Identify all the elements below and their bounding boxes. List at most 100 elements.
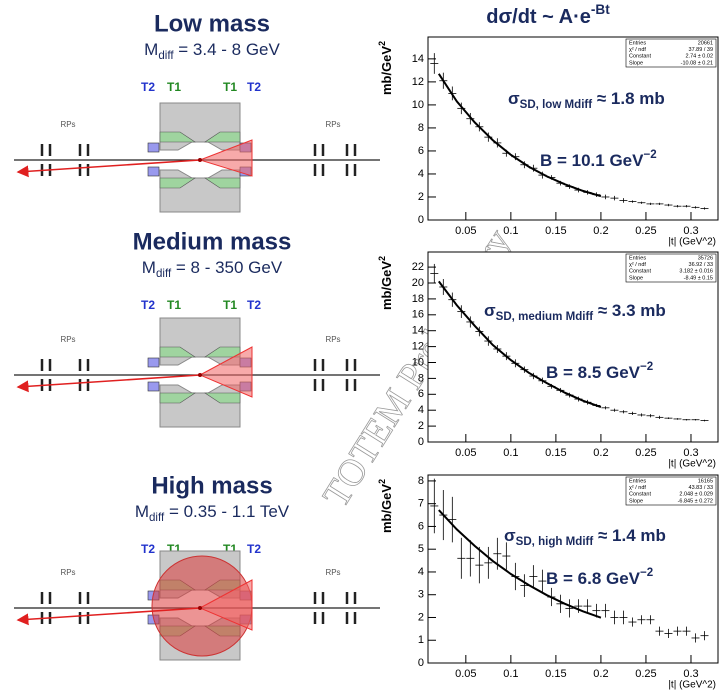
y-tick-label: 8 (418, 372, 424, 384)
stats-value: 35726 (698, 255, 713, 261)
stats-value: 3.182 ± 0.016 (679, 269, 713, 275)
text-main: mb/GeV (379, 261, 394, 310)
text-main: dσ/dt ~ A·e (486, 6, 591, 28)
x-tick-label: 0.1 (503, 447, 518, 459)
tracker (147, 381, 160, 392)
y-axis-label: mb/GeV2 (377, 256, 394, 310)
y-tick-label: 4 (418, 404, 424, 416)
y-tick-label: 0 (418, 214, 424, 226)
y-tick-label: 7 (418, 498, 424, 510)
rp-label: RPs (325, 335, 340, 344)
y-tick-label: 20 (412, 277, 424, 289)
detector-label: T1 (223, 80, 237, 94)
text-main: B = 8.5 GeV (546, 363, 641, 382)
rp-label: RPs (60, 120, 75, 129)
mass-range: Mdiff = 8 - 350 GeV (142, 258, 283, 280)
text-sup: 2 (377, 479, 387, 484)
x-tick-label: 0.1 (503, 225, 518, 237)
fit-curve (438, 280, 602, 408)
vertex (198, 606, 202, 610)
text-main: σ (508, 89, 520, 108)
text-main: B = 10.1 GeV (540, 151, 644, 170)
rp-label: RPs (60, 568, 75, 577)
diffractive-cone (198, 139, 253, 177)
stats-key: Entries (629, 478, 646, 484)
tracker (147, 142, 160, 153)
rp-label: RPs (325, 568, 340, 577)
forward-detector (204, 131, 241, 143)
annotation: σSD, low Mdiff ≈ 1.8 mb (508, 89, 665, 111)
text-rest: ≈ 1.4 mb (593, 526, 666, 545)
text-sub: SD, medium Mdiff (496, 311, 594, 323)
proton-track (16, 607, 201, 626)
stats-key: Entries (629, 40, 646, 46)
forward-detector (159, 131, 196, 143)
y-tick-label: 2 (418, 191, 424, 203)
text-sub: SD, low Mdiff (520, 99, 593, 111)
detector-block (159, 102, 241, 151)
stats-key: Slope (629, 275, 643, 281)
rp-label: RPs (325, 120, 340, 129)
x-tick-label: 0.25 (635, 447, 656, 459)
text-sub: diff (149, 512, 165, 524)
y-axis-label: mb/GeV2 (377, 41, 394, 95)
stats-value: -8.49 ± 0.15 (684, 275, 713, 281)
text-rest: ≈ 1.8 mb (592, 89, 665, 108)
text-main: mb/GeV (379, 46, 394, 95)
mass-range: Mdiff = 0.35 - 1.1 TeV (135, 502, 290, 524)
proton-track (16, 159, 201, 178)
tracker (147, 166, 160, 177)
plot-frame (427, 36, 719, 221)
x-tick-label: 0.2 (593, 668, 608, 680)
y-tick-label: 0 (418, 657, 424, 669)
y-tick-label: 18 (412, 293, 424, 305)
text-sup: −2 (640, 567, 653, 579)
vertex (198, 373, 202, 377)
text-rest: ≈ 3.3 mb (593, 301, 666, 320)
annotation: B = 8.5 GeV−2 (546, 361, 653, 382)
text-rest: = 0.35 - 1.1 TeV (164, 502, 290, 521)
text-main: M (144, 40, 158, 59)
stats-value: -10.08 ± 0.21 (681, 60, 713, 66)
stats-key: χ² / ndf (629, 485, 646, 491)
figure-title: dσ/dt ~ A·e-Bt (486, 2, 610, 29)
stats-key: χ² / ndf (629, 262, 646, 268)
forward-detector (204, 392, 241, 404)
y-tick-label: 4 (418, 168, 424, 180)
text-main: M (135, 502, 149, 521)
detector-label: T1 (167, 80, 181, 94)
detector-block (159, 317, 241, 366)
fit-curve (438, 509, 602, 619)
text-sup: −2 (640, 361, 653, 373)
x-tick-label: 0.25 (635, 668, 656, 680)
vertex (198, 158, 202, 162)
x-tick-label: 0.25 (635, 225, 656, 237)
y-tick-label: 22 (412, 261, 424, 273)
stats-box (625, 253, 717, 283)
rp-label: RPs (60, 335, 75, 344)
fit-curve (437, 73, 602, 198)
stats-value: 2.74 ± 0.02 (686, 54, 713, 60)
diffractive-cone (198, 346, 253, 398)
text-main: B = 6.8 GeV (546, 569, 641, 588)
detector-label: T2 (141, 542, 155, 556)
annotation: σSD, high Mdiff ≈ 1.4 mb (504, 526, 666, 548)
stats-value: 20661 (698, 40, 713, 46)
detector-label: T2 (247, 80, 261, 94)
text-sup: 2 (377, 256, 387, 261)
text-main: σ (484, 301, 496, 320)
stats-value: 37.89 / 39 (689, 47, 713, 53)
stats-key: Slope (629, 60, 643, 66)
plot-frame (427, 474, 719, 664)
stats-value: 2.048 ± 0.029 (679, 492, 713, 498)
plot-frame (427, 251, 719, 443)
detector-block (159, 169, 241, 213)
y-tick-label: 2 (418, 420, 424, 432)
text-sub: diff (158, 50, 174, 62)
diagram-title: Medium mass (133, 228, 292, 255)
text-main: mb/GeV (379, 484, 394, 533)
x-tick-label: 0.1 (503, 668, 518, 680)
x-tick-label: 0.3 (683, 225, 698, 237)
y-tick-label: 0 (418, 436, 424, 448)
text-sub: diff (156, 268, 172, 280)
